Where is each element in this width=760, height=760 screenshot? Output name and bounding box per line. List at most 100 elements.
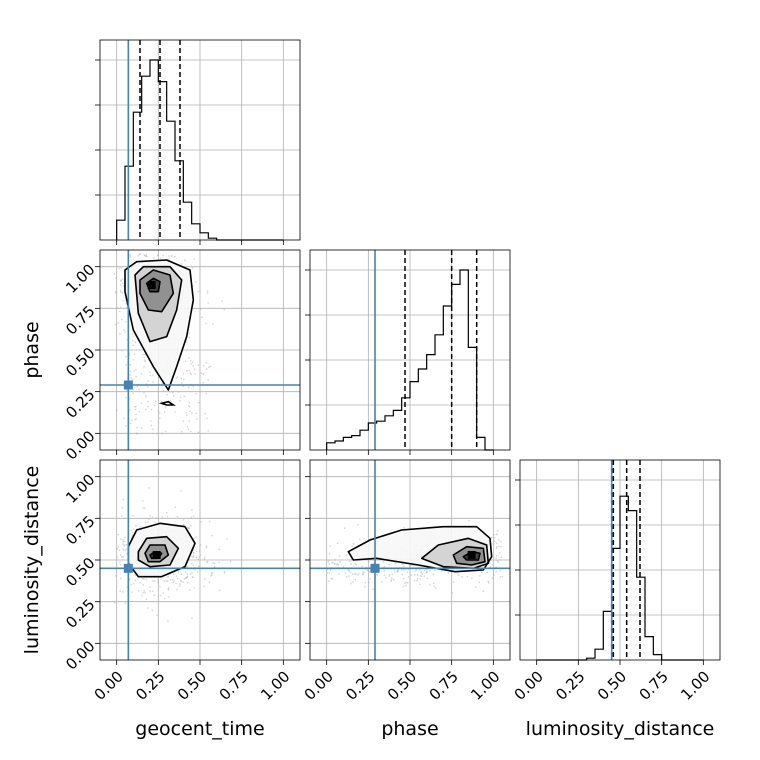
contour-line [149,550,163,560]
sample-point [326,572,329,574]
sample-point [357,523,359,526]
sample-point [145,354,147,356]
sample-point [140,402,143,404]
sample-point [174,506,177,508]
x-tick-label: 0.75 [636,668,672,704]
sample-point [119,561,121,563]
sample-point [189,532,191,535]
sample-point [200,521,202,523]
sample-point [468,520,470,522]
truth-marker [370,563,380,573]
sample-point [331,561,333,564]
sample-point [189,372,192,374]
sample-point [440,570,443,573]
sample-point [123,417,125,419]
sample-point [350,572,352,574]
sample-point [421,573,424,575]
sample-point [495,555,498,557]
sample-point [218,548,221,551]
sample-point [197,364,199,366]
sample-point [212,562,214,564]
sample-point [116,307,119,309]
sample-point [397,568,399,571]
sample-point [191,267,194,269]
histogram-luminosity_distance [515,459,721,661]
sample-point [135,525,137,527]
sample-point [115,277,117,279]
sample-point [138,388,140,391]
sample-point [358,573,360,575]
sample-point [432,573,435,576]
sample-point [134,579,136,582]
sample-point [184,360,187,363]
sample-point [345,576,348,578]
sample-point [132,528,135,530]
sample-point [362,573,364,575]
sample-point [329,545,331,547]
sample-point [212,323,214,325]
y-tick-label: 1.00 [62,260,98,296]
sample-point [489,566,492,568]
sample-point [451,592,454,594]
sample-point [334,558,336,561]
sample-point [168,258,170,260]
sample-point [328,553,331,555]
sample-point [117,322,120,324]
sample-point [407,568,409,571]
sample-point [192,385,195,388]
sample-point [119,563,122,566]
sample-point [416,573,419,575]
sample-point [390,580,392,582]
y-axis-label-0: phase [21,321,43,378]
sample-point [190,363,193,365]
sample-point [191,572,193,574]
sample-point [218,561,220,564]
sample-point [355,573,357,575]
sample-point [154,521,156,524]
sample-point [471,577,473,579]
sample-point [189,573,192,575]
sample-point [497,530,499,532]
sample-point [204,578,206,580]
sample-point [132,392,134,395]
sample-point [433,585,435,587]
sample-point [157,421,160,424]
x-tick-label: 1.00 [257,668,293,704]
sample-point [413,565,415,567]
sample-point [193,586,195,589]
sample-point [354,578,357,581]
sample-point [209,365,212,368]
x-tick-label: 0.00 [91,668,127,704]
panel-geocent_time-vs-luminosity_distance [99,459,301,661]
sample-point [167,575,170,577]
sample-point [193,549,195,551]
sample-point [382,561,384,563]
sample-point [142,353,144,356]
contour-line [145,277,161,293]
sample-point [179,583,181,585]
sample-point [362,573,364,576]
histogram-phase [305,249,511,451]
sample-point [122,498,124,501]
sample-point [334,562,336,565]
sample-point [196,571,199,573]
sample-point [120,291,122,293]
sample-point [131,591,133,593]
sample-point [130,377,132,379]
sample-point [116,548,118,550]
sample-point [336,542,339,545]
sample-point [151,432,154,435]
sample-point [136,385,139,388]
sample-point [197,431,200,433]
sample-point [123,544,126,546]
sample-point [124,549,127,551]
sample-point [188,401,191,404]
sample-point [188,332,190,335]
sample-point [157,581,159,584]
sample-point [183,395,186,398]
sample-point [172,395,175,397]
sample-point [389,575,391,577]
sample-point [144,359,146,361]
sample-point [189,589,191,591]
sample-point [185,341,188,343]
